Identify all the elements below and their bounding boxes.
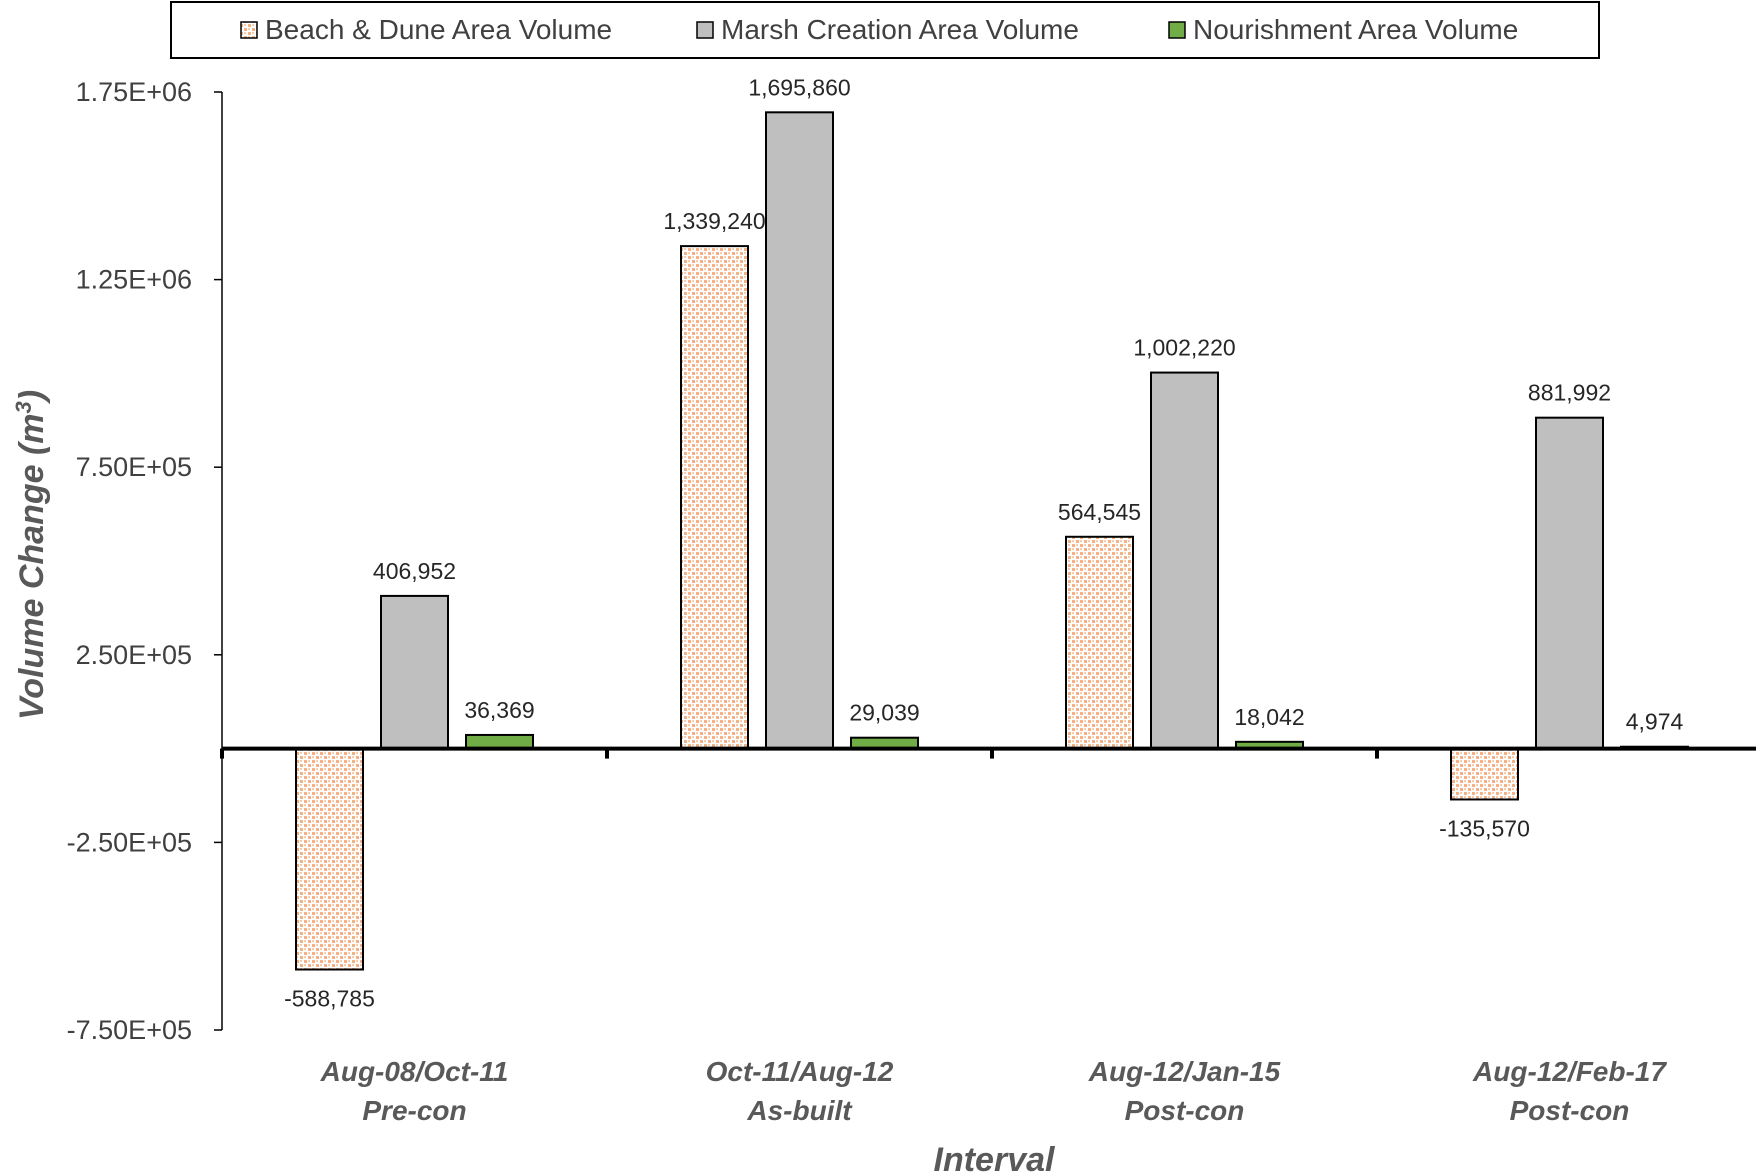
- y-tick-label: 1.25E+06: [76, 265, 192, 295]
- data-label-marsh-creation: 1,002,220: [1133, 335, 1235, 361]
- data-label-nourishment: 36,369: [464, 697, 534, 723]
- data-labels: -588,785 1,339,240 564,545 -135,570 406,952 1…: [284, 74, 1683, 1011]
- category-label: Oct-11/Aug-12 As-built: [706, 1056, 894, 1126]
- legend: Beach & Dune Area Volume Marsh Creation …: [170, 1, 1600, 59]
- data-label-marsh-creation: 1,695,860: [748, 74, 850, 100]
- data-label-marsh-creation: 406,952: [373, 558, 456, 584]
- y-axis: -7.50E+05 -2.50E+05 2.50E+05 7.50E+05 1.25E+…: [67, 77, 223, 1045]
- legend-swatch-nourishment: [1168, 21, 1186, 39]
- legend-swatch-beach-dune: [240, 21, 258, 39]
- legend-item-nourishment: Nourishment Area Volume: [1168, 14, 1518, 45]
- data-label-nourishment: 4,974: [1626, 709, 1684, 735]
- data-label-beach-dune: 564,545: [1058, 499, 1141, 525]
- data-label-marsh-creation: 881,992: [1528, 380, 1611, 406]
- bar-nourishment: [465, 733, 534, 750]
- data-label-nourishment: 18,042: [1234, 704, 1304, 730]
- y-tick-label: -2.50E+05: [67, 827, 192, 857]
- data-label-beach-dune: -588,785: [284, 986, 375, 1012]
- legend-item-marsh-creation: Marsh Creation Area Volume: [696, 14, 1079, 45]
- y-axis-title: Volume Change (m3): [11, 390, 52, 720]
- legend-label-nourishment: Nourishment Area Volume: [1193, 14, 1518, 45]
- category-label: Aug-08/Oct-11 Pre-con: [320, 1056, 509, 1126]
- category-label: Aug-12/Feb-17 Post-con: [1472, 1056, 1667, 1126]
- x-axis: [220, 746, 1756, 759]
- legend-box: [170, 1, 1600, 59]
- legend-swatch-marsh-creation: [696, 21, 714, 39]
- data-label-beach-dune: 1,339,240: [663, 208, 765, 234]
- legend-label-marsh-creation: Marsh Creation Area Volume: [721, 14, 1079, 45]
- category-label: Aug-12/Jan-15 Post-con: [1088, 1056, 1281, 1126]
- data-label-beach-dune: -135,570: [1439, 815, 1530, 841]
- data-label-nourishment: 29,039: [849, 700, 919, 726]
- bar-marsh-creation: [765, 111, 834, 750]
- bars: [295, 111, 1689, 971]
- x-axis-title: Interval: [934, 1141, 1056, 1176]
- category-labels: Aug-08/Oct-11 Pre-con Oct-11/Aug-12 As-buil…: [320, 1056, 1668, 1126]
- legend-item-beach-dune: Beach & Dune Area Volume: [240, 14, 612, 45]
- bar-beach-dune: [1450, 747, 1519, 801]
- bar-marsh-creation: [380, 594, 449, 750]
- bar-beach-dune: [680, 245, 749, 750]
- bar-marsh-creation: [1535, 416, 1604, 750]
- y-tick-label: 1.75E+06: [76, 77, 192, 107]
- bar-marsh-creation: [1150, 371, 1219, 750]
- y-tick-label: 2.50E+05: [76, 640, 192, 670]
- y-tick-label: 7.50E+05: [76, 452, 192, 482]
- legend-label-beach-dune: Beach & Dune Area Volume: [265, 14, 612, 45]
- bar-beach-dune: [1065, 535, 1134, 750]
- bar-beach-dune: [295, 747, 364, 971]
- y-tick-label: -7.50E+05: [67, 1015, 192, 1045]
